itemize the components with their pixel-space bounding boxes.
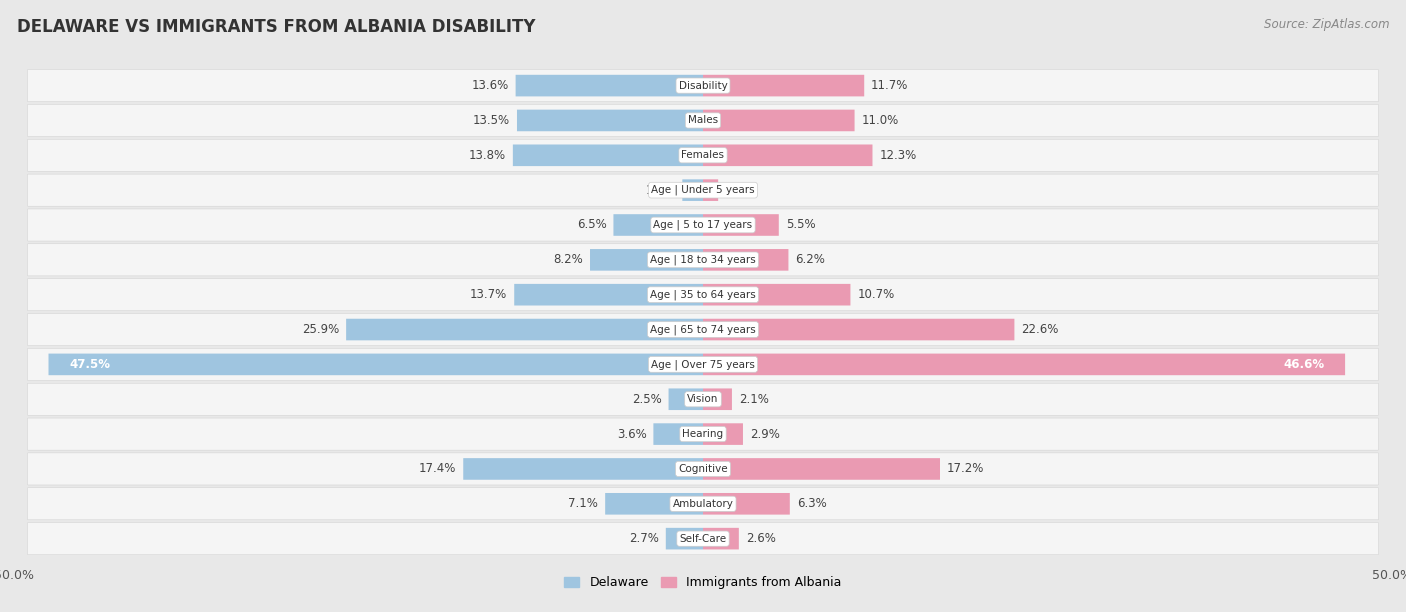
FancyBboxPatch shape [703, 424, 742, 445]
FancyBboxPatch shape [654, 424, 703, 445]
Text: Self-Care: Self-Care [679, 534, 727, 543]
Text: 2.9%: 2.9% [749, 428, 780, 441]
FancyBboxPatch shape [682, 179, 703, 201]
FancyBboxPatch shape [703, 528, 738, 550]
FancyBboxPatch shape [517, 110, 703, 131]
FancyBboxPatch shape [669, 389, 703, 410]
Text: Females: Females [682, 151, 724, 160]
FancyBboxPatch shape [28, 383, 1378, 416]
Text: 46.6%: 46.6% [1284, 358, 1324, 371]
Text: 17.2%: 17.2% [946, 463, 984, 476]
FancyBboxPatch shape [591, 249, 703, 271]
FancyBboxPatch shape [513, 144, 703, 166]
FancyBboxPatch shape [28, 278, 1378, 311]
Text: Vision: Vision [688, 394, 718, 405]
Text: 10.7%: 10.7% [858, 288, 894, 301]
FancyBboxPatch shape [515, 284, 703, 305]
Text: 22.6%: 22.6% [1021, 323, 1059, 336]
FancyBboxPatch shape [703, 493, 790, 515]
Text: 3.6%: 3.6% [617, 428, 647, 441]
Text: DELAWARE VS IMMIGRANTS FROM ALBANIA DISABILITY: DELAWARE VS IMMIGRANTS FROM ALBANIA DISA… [17, 18, 536, 36]
FancyBboxPatch shape [703, 249, 789, 271]
FancyBboxPatch shape [703, 75, 865, 97]
FancyBboxPatch shape [28, 105, 1378, 136]
Legend: Delaware, Immigrants from Albania: Delaware, Immigrants from Albania [560, 572, 846, 594]
FancyBboxPatch shape [28, 418, 1378, 450]
Text: Age | Under 5 years: Age | Under 5 years [651, 185, 755, 195]
FancyBboxPatch shape [28, 244, 1378, 276]
Text: Ambulatory: Ambulatory [672, 499, 734, 509]
FancyBboxPatch shape [703, 110, 855, 131]
Text: 2.5%: 2.5% [631, 393, 662, 406]
FancyBboxPatch shape [28, 313, 1378, 346]
Text: 1.5%: 1.5% [645, 184, 675, 196]
Text: 2.7%: 2.7% [628, 532, 659, 545]
Text: 11.7%: 11.7% [872, 79, 908, 92]
FancyBboxPatch shape [703, 458, 941, 480]
Text: 12.3%: 12.3% [879, 149, 917, 162]
FancyBboxPatch shape [28, 488, 1378, 520]
FancyBboxPatch shape [463, 458, 703, 480]
Text: Source: ZipAtlas.com: Source: ZipAtlas.com [1264, 18, 1389, 31]
FancyBboxPatch shape [666, 528, 703, 550]
Text: 25.9%: 25.9% [302, 323, 339, 336]
Text: Males: Males [688, 116, 718, 125]
Text: 2.6%: 2.6% [745, 532, 776, 545]
FancyBboxPatch shape [605, 493, 703, 515]
FancyBboxPatch shape [48, 354, 703, 375]
FancyBboxPatch shape [516, 75, 703, 97]
Text: Age | Over 75 years: Age | Over 75 years [651, 359, 755, 370]
FancyBboxPatch shape [346, 319, 703, 340]
Text: 1.1%: 1.1% [725, 184, 755, 196]
Text: 7.1%: 7.1% [568, 498, 599, 510]
Text: 6.3%: 6.3% [797, 498, 827, 510]
FancyBboxPatch shape [703, 389, 733, 410]
Text: Cognitive: Cognitive [678, 464, 728, 474]
Text: Age | 18 to 34 years: Age | 18 to 34 years [650, 255, 756, 265]
Text: 5.5%: 5.5% [786, 218, 815, 231]
Text: 13.7%: 13.7% [470, 288, 508, 301]
FancyBboxPatch shape [703, 144, 873, 166]
Text: 47.5%: 47.5% [69, 358, 110, 371]
FancyBboxPatch shape [613, 214, 703, 236]
Text: 13.6%: 13.6% [471, 79, 509, 92]
Text: 6.5%: 6.5% [576, 218, 606, 231]
FancyBboxPatch shape [703, 354, 1346, 375]
FancyBboxPatch shape [703, 214, 779, 236]
Text: 8.2%: 8.2% [554, 253, 583, 266]
FancyBboxPatch shape [28, 209, 1378, 241]
FancyBboxPatch shape [28, 523, 1378, 554]
Text: 6.2%: 6.2% [796, 253, 825, 266]
FancyBboxPatch shape [28, 453, 1378, 485]
Text: Age | 35 to 64 years: Age | 35 to 64 years [650, 289, 756, 300]
Text: 11.0%: 11.0% [862, 114, 898, 127]
Text: 13.8%: 13.8% [468, 149, 506, 162]
FancyBboxPatch shape [28, 348, 1378, 381]
FancyBboxPatch shape [703, 179, 718, 201]
FancyBboxPatch shape [28, 174, 1378, 206]
Text: 13.5%: 13.5% [472, 114, 510, 127]
Text: Hearing: Hearing [682, 429, 724, 439]
FancyBboxPatch shape [28, 140, 1378, 171]
FancyBboxPatch shape [28, 70, 1378, 102]
Text: Disability: Disability [679, 81, 727, 91]
Text: 17.4%: 17.4% [419, 463, 457, 476]
FancyBboxPatch shape [703, 319, 1014, 340]
Text: Age | 5 to 17 years: Age | 5 to 17 years [654, 220, 752, 230]
Text: Age | 65 to 74 years: Age | 65 to 74 years [650, 324, 756, 335]
FancyBboxPatch shape [703, 284, 851, 305]
Text: 2.1%: 2.1% [738, 393, 769, 406]
